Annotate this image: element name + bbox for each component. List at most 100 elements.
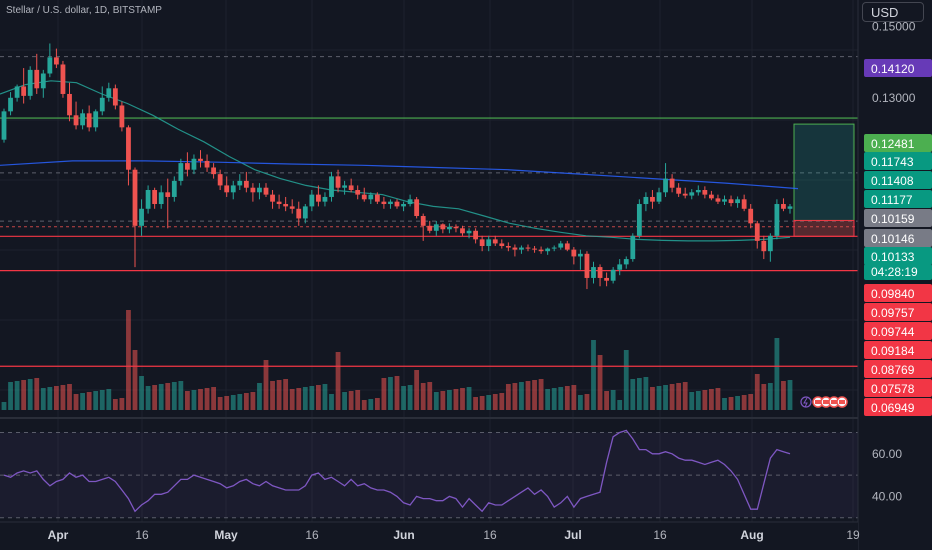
volume-bar <box>656 386 662 410</box>
candle-body <box>388 201 393 205</box>
candle-body <box>152 190 158 205</box>
volume-bar <box>728 397 734 410</box>
candle-body <box>99 97 105 112</box>
volume-bar <box>538 379 544 410</box>
candle-body <box>781 204 786 209</box>
price-label-text: 0.10146 <box>871 232 915 246</box>
volume-bar <box>761 384 767 410</box>
volume-bar <box>748 394 754 410</box>
candle-body <box>787 206 793 209</box>
volume-bar <box>283 379 289 410</box>
candle-body <box>610 269 616 281</box>
candle-body <box>302 206 308 219</box>
volume-bar <box>440 391 446 410</box>
volume-bar <box>486 395 492 410</box>
lightning-glyph <box>803 397 808 408</box>
volume-bar <box>126 310 131 410</box>
volume-bar <box>348 391 354 410</box>
candle-body <box>243 180 249 188</box>
candle-body <box>355 190 361 195</box>
volume-bar <box>14 381 20 410</box>
candle-body <box>145 190 151 209</box>
volume-bar <box>198 389 203 410</box>
candle-body <box>689 192 695 196</box>
candle-body <box>381 201 387 205</box>
price-label-bg <box>864 247 932 265</box>
candle-body <box>584 253 590 278</box>
price-label: 0.11177 <box>864 190 932 208</box>
volume-bar <box>67 384 72 410</box>
candle-body <box>27 69 33 96</box>
volume-bar <box>466 387 472 410</box>
candle-body <box>178 163 184 181</box>
candle-body <box>60 64 66 94</box>
volume-bar <box>715 388 721 410</box>
candle-body <box>342 185 347 188</box>
price-label: 0.12481 <box>864 134 932 152</box>
volume-bar <box>60 385 66 410</box>
candle-body <box>1 111 7 140</box>
price-label-text: 0.12481 <box>871 137 915 151</box>
volume-bar <box>230 395 236 410</box>
volume-bar <box>211 387 216 410</box>
candle-body <box>604 277 609 281</box>
price-label-text: 0.06949 <box>871 401 915 415</box>
indicator-icons <box>800 396 848 408</box>
volume-bar <box>361 400 367 410</box>
volume-bar <box>250 392 256 410</box>
candle-body <box>171 180 177 197</box>
price-label: 0.08769 <box>864 360 932 378</box>
volume-bar <box>394 376 400 410</box>
volume-bar <box>243 393 249 410</box>
volume-bar <box>342 392 347 410</box>
candle-body <box>348 185 354 191</box>
currency-selector[interactable]: USD <box>862 2 924 22</box>
candle-body <box>374 194 380 202</box>
price-label-text: 0.11408 <box>871 174 914 188</box>
price-label-text: 0.11743 <box>871 155 914 169</box>
candle-body <box>591 267 596 278</box>
candle-body <box>407 199 413 205</box>
candle-body <box>93 111 99 128</box>
candle-body <box>532 248 537 250</box>
volume-bar <box>787 380 793 410</box>
price-label-bg <box>864 171 932 189</box>
candle-body <box>479 239 485 247</box>
candle-body <box>630 235 636 260</box>
candle-body <box>578 253 583 257</box>
candle-body <box>767 235 773 252</box>
candle-body <box>217 174 223 186</box>
candle-body <box>643 196 649 205</box>
price-label: 0.09184 <box>864 341 932 359</box>
price-label: 0.09840 <box>864 284 932 302</box>
time-tick: 16 <box>135 528 149 542</box>
volume-bar <box>722 398 727 410</box>
candle-body <box>204 160 210 168</box>
volume-bar <box>401 386 406 410</box>
price-label-bg <box>864 303 932 321</box>
volume-bar <box>276 380 282 410</box>
candle-body <box>73 115 79 126</box>
time-tick: 19 <box>846 528 860 542</box>
price-label: 0.09757 <box>864 303 932 321</box>
volume-bar <box>591 340 596 410</box>
lightning-icon[interactable] <box>800 396 812 408</box>
candle-body <box>329 176 334 197</box>
volume-bar <box>676 383 682 410</box>
price-label-text: 0.10133 <box>871 250 915 264</box>
candle-body <box>473 230 478 240</box>
volume-bar <box>145 386 151 410</box>
price-label-bg <box>864 59 932 77</box>
candle-body <box>21 86 27 96</box>
time-tick: 16 <box>483 528 497 542</box>
chart-title: Stellar / U.S. dollar, 1D, BITSTAMP <box>6 5 162 16</box>
candle-body <box>165 192 171 197</box>
time-tick: 16 <box>653 528 667 542</box>
candle-body <box>191 158 197 170</box>
time-tick: Apr <box>48 528 69 542</box>
volume-bar <box>217 397 223 410</box>
volume-bar <box>237 394 243 410</box>
